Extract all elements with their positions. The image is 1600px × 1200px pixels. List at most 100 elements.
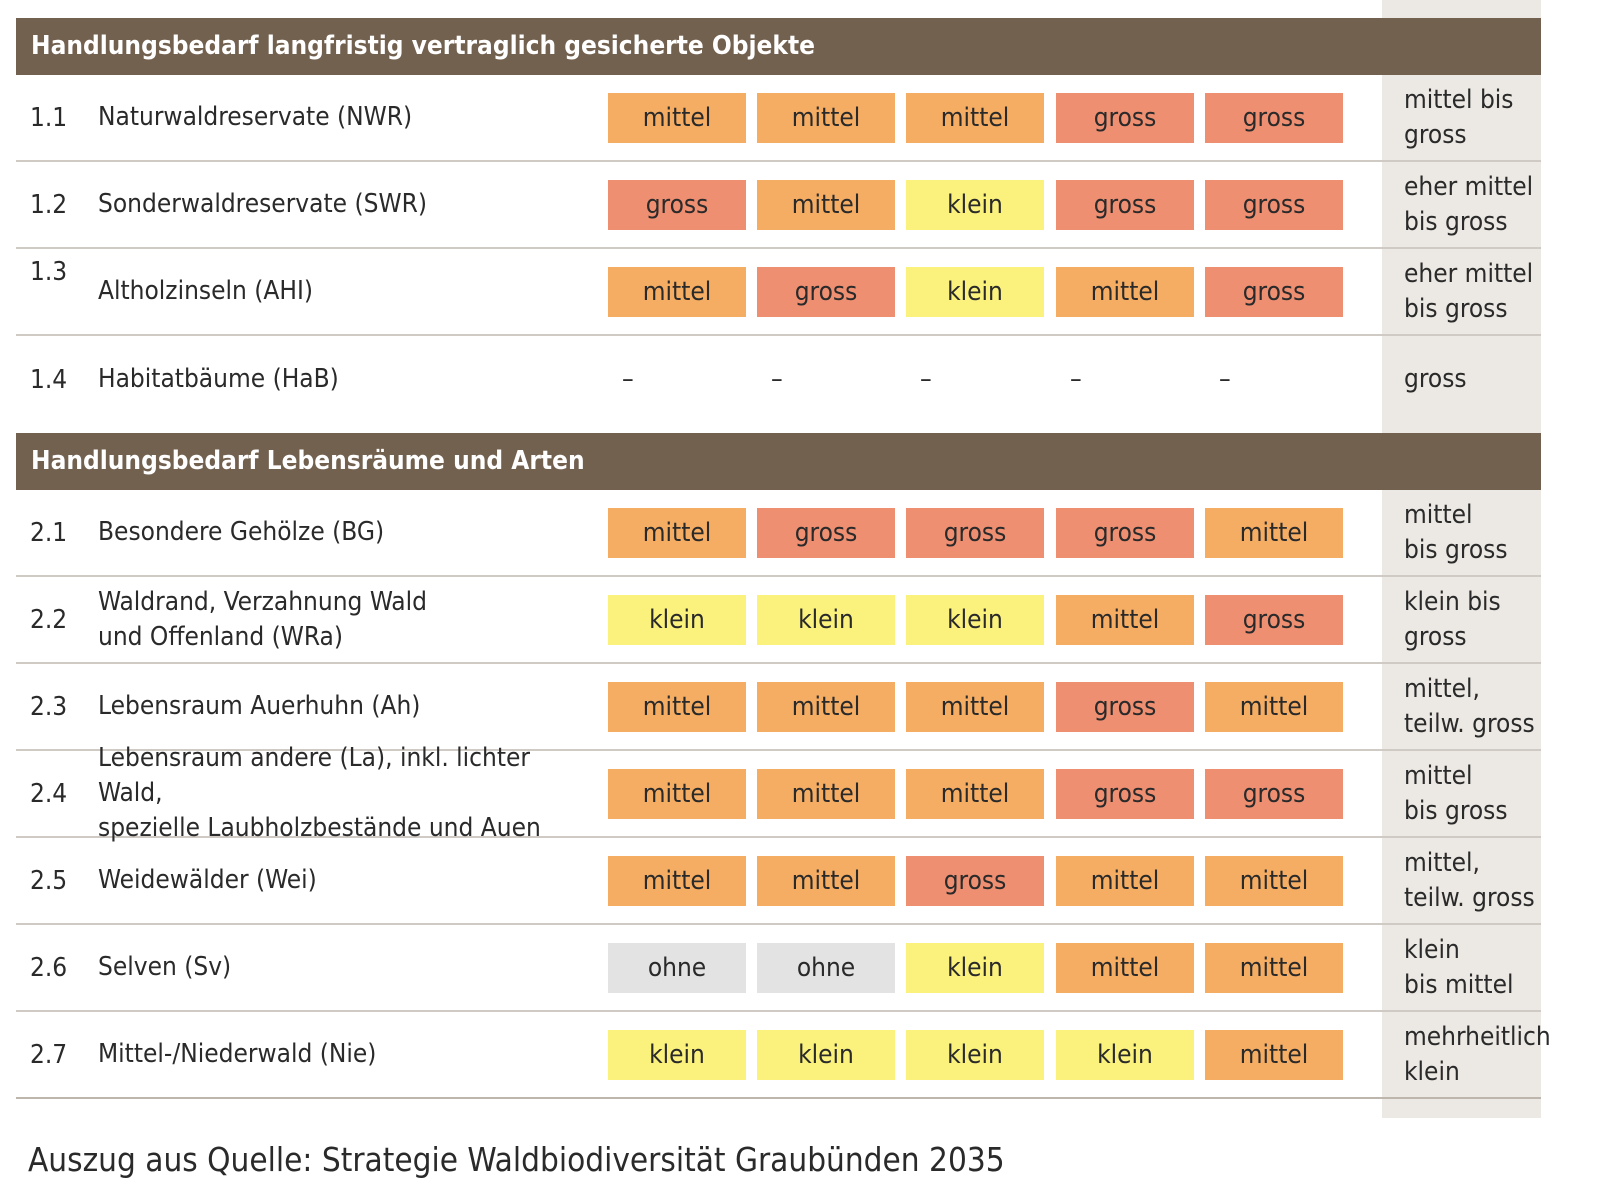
rating-cell-mittel: mittel (1205, 508, 1343, 558)
row-summary: mittel bis gross (1404, 499, 1508, 565)
rating-cell-mittel: mittel (757, 856, 895, 906)
row-number: 2.6 (30, 952, 68, 983)
row-number: 1.3 (30, 257, 68, 287)
source-caption: Auszug aus Quelle: Strategie Waldbiodive… (28, 1140, 1005, 1179)
rating-cell-gross: gross (1205, 769, 1343, 819)
row-number: 2.7 (30, 1039, 68, 1070)
rating-cell-mittel: mittel (608, 93, 746, 143)
rating-cell-gross: gross (1205, 93, 1343, 143)
rating-cell-mittel: mittel (1056, 943, 1194, 993)
row-summary: klein bis gross (1404, 586, 1501, 652)
rating-cell-mittel: mittel (1205, 682, 1343, 732)
rating-cell-gross: gross (1056, 769, 1194, 819)
row-summary: mittel bis gross (1404, 84, 1514, 150)
rating-cell-mittel: mittel (757, 769, 895, 819)
rating-cell-mittel: mittel (608, 682, 746, 732)
rating-cell-mittel: mittel (906, 682, 1044, 732)
row-label: Sonderwaldreservate (SWR) (98, 189, 427, 219)
rating-cell-mittel: mittel (608, 267, 746, 317)
rating-cell-mittel: mittel (1205, 943, 1343, 993)
row-label: Habitatbäume (HaB) (98, 364, 339, 394)
rating-cell-klein: klein (608, 595, 746, 645)
rating-cell-mittel: mittel (757, 93, 895, 143)
rating-cell-gross: gross (1056, 180, 1194, 230)
rating-cell-klein: klein (906, 180, 1044, 230)
row-summary: mehrheitlich klein (1404, 1021, 1551, 1087)
table-row: 2.5 Weidewälder (Wei) mittel mittel gross mit… (16, 838, 1541, 925)
row-number: 2.4 (30, 778, 68, 809)
summary-column-background (1382, 0, 1541, 1118)
rating-cell-mittel: mittel (906, 769, 1044, 819)
section-header: Handlungsbedarf Lebensräume und Arten (16, 433, 1541, 490)
table-row: 2.7 Mittel-/Niederwald (Nie) klein klein kle… (16, 1012, 1551, 1099)
row-label: Waldrand, Verzahnung Wald und Offenland … (98, 586, 427, 652)
row-label: Selven (Sv) (98, 952, 232, 982)
rating-cell-mittel: mittel (608, 508, 746, 558)
table-row: 1.4 Habitatbäume (HaB) – – – – – gross (16, 336, 1541, 423)
rating-cell-mittel: mittel (1056, 267, 1194, 317)
rating-cell-ohne: ohne (757, 943, 895, 993)
rating-cell-gross: gross (1205, 595, 1343, 645)
table-row: 2.6 Selven (Sv) ohne ohne klein mittel mittel k… (16, 925, 1541, 1012)
row-number: 2.2 (30, 604, 68, 635)
row-number: 2.1 (30, 517, 68, 548)
row-number: 2.5 (30, 865, 68, 896)
rating-cell-dash: – (622, 364, 634, 394)
rating-cell-mittel: mittel (757, 682, 895, 732)
rating-cell-klein: klein (906, 943, 1044, 993)
rating-cell-gross: gross (1056, 682, 1194, 732)
table-row: 2.3 Lebensraum Auerhuhn (Ah) mittel mittel m… (16, 664, 1541, 751)
row-label: Besondere Gehölze (BG) (98, 517, 385, 547)
rating-cell-mittel: mittel (608, 769, 746, 819)
row-summary: mittel, teilw. gross (1404, 847, 1535, 913)
needs-table: Handlungsbedarf langfristig vertraglich … (16, 18, 1551, 1099)
rating-cell-mittel: mittel (1056, 595, 1194, 645)
rating-cell-mittel: mittel (757, 180, 895, 230)
rating-cell-mittel: mittel (1056, 856, 1194, 906)
table-row: 1.1 Naturwaldreservate (NWR) mittel mittel m… (16, 75, 1541, 162)
rating-cell-klein: klein (906, 267, 1044, 317)
row-summary: klein bis mittel (1404, 934, 1514, 1000)
rating-cell-ohne: ohne (608, 943, 746, 993)
rating-cell-gross: gross (1205, 180, 1343, 230)
section-header: Handlungsbedarf langfristig vertraglich … (16, 18, 1541, 75)
row-number: 2.3 (30, 691, 68, 722)
row-summary: eher mittel bis gross (1404, 258, 1534, 324)
row-summary: mittel bis gross (1404, 760, 1508, 826)
rating-cell-dash: – (1219, 364, 1231, 394)
rating-cell-mittel: mittel (906, 93, 1044, 143)
rating-cell-gross: gross (608, 180, 746, 230)
rating-cell-klein: klein (757, 595, 895, 645)
row-summary: gross (1404, 364, 1467, 394)
row-label: Altholzinseln (AHI) (98, 276, 313, 306)
row-label: Lebensraum andere (La), inkl. lichter Wa… (98, 743, 541, 843)
table-row: 2.4 Lebensraum andere (La), inkl. lichter… (16, 743, 1541, 843)
rating-cell-dash: – (920, 364, 932, 394)
rating-cell-klein: klein (757, 1030, 895, 1080)
row-number: 1.2 (30, 189, 68, 220)
row-number: 1.1 (30, 102, 68, 133)
rating-cell-klein: klein (608, 1030, 746, 1080)
row-label: Naturwaldreservate (NWR) (98, 102, 413, 132)
rating-cell-klein: klein (906, 1030, 1044, 1080)
rating-cell-gross: gross (757, 508, 895, 558)
rating-cell-mittel: mittel (1205, 856, 1343, 906)
row-summary: mittel, teilw. gross (1404, 673, 1535, 739)
table-row: 2.2 Waldrand, Verzahnung Wald und Offenla… (16, 577, 1541, 664)
rating-cell-gross: gross (1205, 267, 1343, 317)
row-label: Weidewälder (Wei) (98, 865, 317, 895)
rating-cell-gross: gross (906, 508, 1044, 558)
rating-cell-mittel: mittel (608, 856, 746, 906)
rating-cell-gross: gross (1056, 508, 1194, 558)
rating-cell-dash: – (1070, 364, 1082, 394)
rating-cell-dash: – (771, 364, 783, 394)
table-row: 1.2 Sonderwaldreservate (SWR) gross mittel k… (16, 162, 1541, 249)
row-summary: eher mittel bis gross (1404, 171, 1534, 237)
rating-cell-klein: klein (1056, 1030, 1194, 1080)
table-row: 1.3 Altholzinseln (AHI) mittel gross klein mi… (16, 249, 1541, 336)
rating-cell-mittel: mittel (1205, 1030, 1343, 1080)
row-label: Mittel-/Niederwald (Nie) (98, 1039, 377, 1069)
rating-cell-gross: gross (757, 267, 895, 317)
rating-cell-gross: gross (1056, 93, 1194, 143)
row-number: 1.4 (30, 364, 68, 395)
